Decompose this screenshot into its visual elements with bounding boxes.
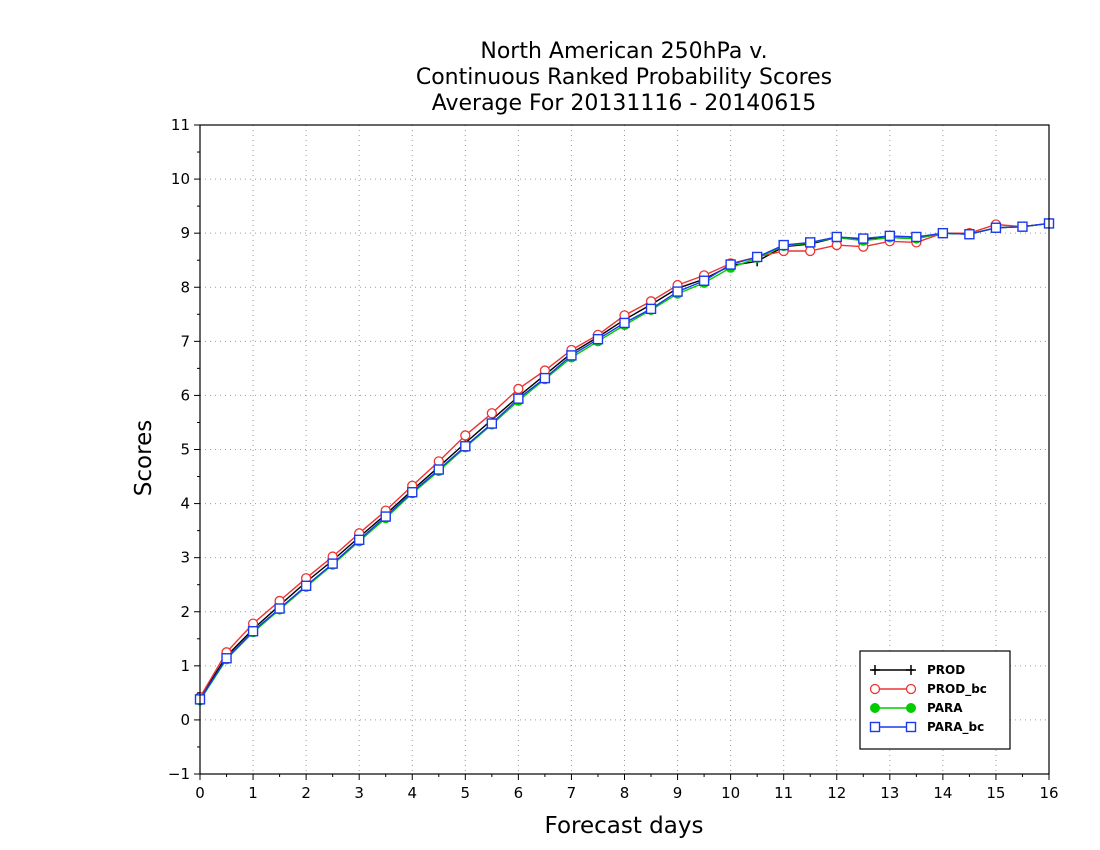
x-axis-label: Forecast days	[545, 813, 704, 839]
x-tick-label: 11	[774, 784, 793, 802]
y-tick-label: 11	[171, 116, 190, 134]
series-para	[195, 218, 1054, 706]
data-point-para-bc	[247, 626, 259, 637]
data-point-para-bc	[300, 580, 312, 591]
x-tick-label: 13	[880, 784, 899, 802]
data-point-para-bc	[380, 511, 391, 522]
legend-label-para: PARA	[927, 701, 963, 715]
x-tick-label: 4	[407, 784, 417, 802]
data-point-para-bc	[805, 237, 816, 248]
data-point-para-bc	[221, 653, 232, 664]
data-point-para-bc	[990, 222, 1002, 233]
data-point-para-bc	[460, 441, 471, 452]
data-point-para-bc	[672, 286, 683, 297]
legend-marker-prod-bc	[905, 683, 917, 695]
x-tick-label: 7	[567, 784, 577, 802]
title-line-1: North American 250hPa v.	[480, 39, 767, 64]
data-point-para-bc	[619, 317, 630, 329]
legend-marker-para	[870, 703, 880, 713]
x-tick-label: 5	[461, 784, 471, 802]
legend-marker-para-bc	[905, 721, 917, 733]
data-point-para-bc	[353, 534, 365, 546]
data-point-para-bc	[858, 233, 869, 244]
x-tick-label: 15	[986, 784, 1005, 802]
y-tick-label: −1	[168, 765, 190, 783]
legend-item-para: PARA	[870, 701, 963, 715]
x-tick-label: 6	[514, 784, 524, 802]
data-point-para-bc	[566, 350, 577, 361]
data-point-para-bc	[725, 259, 736, 270]
series-line-para	[199, 222, 1050, 701]
legend-marker-prod	[906, 665, 916, 675]
title-line-3: Average For 20131116 - 20140615	[432, 91, 817, 116]
data-point-para-bc	[698, 275, 710, 286]
data-point-para-bc	[831, 231, 842, 243]
x-tick-label: 1	[248, 784, 258, 802]
x-tick-label: 12	[827, 784, 846, 802]
chart-title: North American 250hPa v. Continuous Rank…	[416, 39, 832, 116]
data-point-para-bc	[884, 230, 896, 242]
x-tick-label: 14	[933, 784, 952, 802]
series-para-bc	[194, 218, 1055, 705]
y-tick-label: 9	[180, 224, 190, 242]
data-point-para-bc	[751, 251, 763, 263]
y-tick-label: 7	[180, 332, 190, 350]
data-point-para-bc	[937, 227, 949, 239]
legend-label-prod: PROD	[927, 663, 965, 677]
legend-marker-para	[906, 703, 916, 713]
data-point-para-bc	[1017, 221, 1028, 232]
y-tick-label: 0	[180, 711, 190, 729]
y-tick-label: 5	[180, 441, 190, 459]
y-axis-label: Scores	[131, 420, 157, 496]
data-point-para-bc	[539, 372, 551, 384]
legend-item-prod-bc: PROD_bc	[869, 682, 987, 697]
legend-entries: PROD PROD_bc PARA PARA_bc	[869, 663, 987, 735]
legend-item-prod: PROD	[870, 663, 965, 677]
data-point-prod-bc	[486, 408, 497, 419]
legend-marker-para-bc	[869, 721, 881, 733]
data-point-para-bc	[433, 464, 444, 475]
legend-item-para-bc: PARA_bc	[869, 720, 984, 735]
data-point-prod-bc	[513, 383, 524, 395]
title-line-2: Continuous Ranked Probability Scores	[416, 65, 832, 90]
data-point-para-bc	[486, 418, 498, 429]
y-tick-label: 6	[180, 386, 190, 404]
data-point-para-bc	[778, 239, 789, 251]
data-point-para-bc	[911, 231, 922, 243]
legend-box	[859, 650, 1011, 750]
legend-marker-prod-bc	[869, 683, 881, 695]
data-point-prod-bc	[460, 430, 471, 441]
legend: PROD PROD_bc PARA PARA_bc	[859, 650, 1011, 750]
data-point-para-bc	[964, 229, 975, 240]
data-point-para-bc	[592, 333, 604, 345]
legend-marker-prod	[870, 665, 880, 675]
x-tick-label: 0	[195, 784, 205, 802]
y-tick-label: 8	[180, 278, 190, 296]
y-tick-label: 4	[180, 495, 190, 513]
y-tick-label: 2	[180, 603, 190, 621]
y-tick-label: 1	[180, 657, 190, 675]
y-tick-label: 3	[180, 549, 190, 567]
x-tick-label: 3	[354, 784, 364, 802]
data-point-para-bc	[274, 603, 285, 614]
data-point-para-bc	[327, 558, 338, 569]
x-tick-label: 10	[721, 784, 740, 802]
series-line-para-bc	[199, 222, 1050, 700]
series-layer	[194, 218, 1055, 706]
legend-label-para-bc: PARA_bc	[927, 720, 984, 735]
y-tick-label: 10	[171, 170, 190, 188]
data-point-para-bc	[645, 303, 657, 315]
x-tick-label: 9	[673, 784, 683, 802]
x-tick-label: 16	[1039, 784, 1058, 802]
data-point-para-bc	[513, 393, 524, 404]
data-point-para-bc	[407, 487, 418, 498]
x-tick-label: 2	[301, 784, 311, 802]
x-tick-label: 8	[620, 784, 630, 802]
legend-label-prod-bc: PROD_bc	[927, 682, 987, 697]
